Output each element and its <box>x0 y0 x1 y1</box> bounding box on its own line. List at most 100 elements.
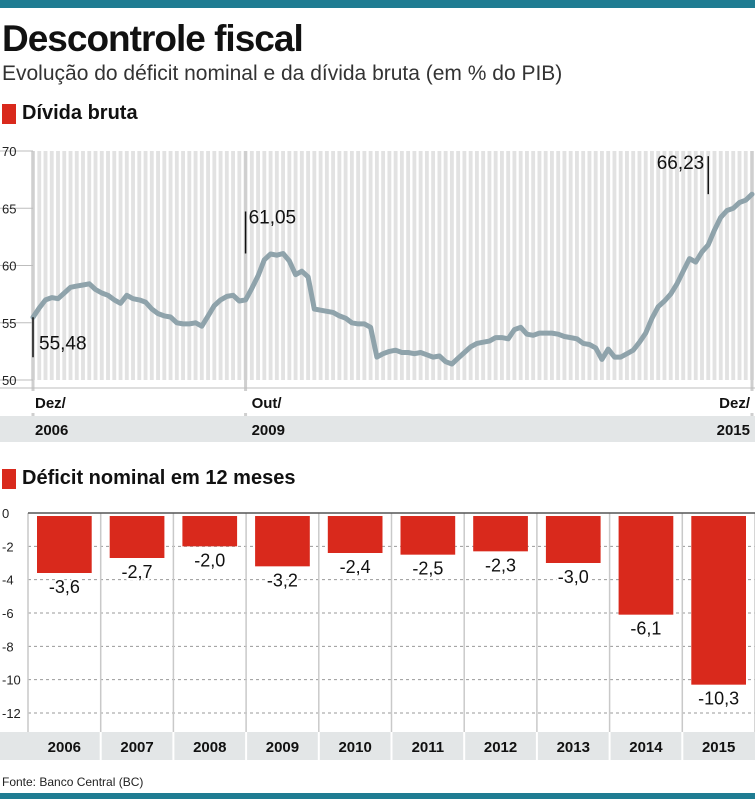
month-band <box>231 151 235 380</box>
y-tick-label: -8 <box>2 639 14 654</box>
month-band <box>437 151 442 380</box>
bar-2006 <box>37 516 92 573</box>
month-band <box>337 151 342 380</box>
month-band <box>456 151 461 380</box>
category-label: 2012 <box>484 739 517 756</box>
month-band <box>318 151 323 380</box>
month-band <box>725 151 729 380</box>
data-label: -2,5 <box>412 559 443 579</box>
month-band <box>468 151 473 380</box>
month-band <box>93 151 98 380</box>
month-band <box>56 151 60 380</box>
bar-2008 <box>182 516 238 547</box>
month-band <box>631 151 636 380</box>
month-band <box>743 151 748 380</box>
month-band <box>324 151 329 380</box>
month-band <box>343 151 348 380</box>
month-band <box>162 151 167 380</box>
y-tick-label: -10 <box>2 673 21 688</box>
data-label: -6,1 <box>630 619 661 639</box>
x-year-strip <box>0 416 755 442</box>
month-band <box>581 151 586 380</box>
month-band <box>399 151 404 380</box>
bar-2009 <box>255 516 310 567</box>
line-chart-debt: 50 55 60 65 70 55,48 61,05 66,23 Dez/2006 Out/200… <box>0 144 755 442</box>
month-band <box>462 151 467 380</box>
page-title: Descontrole fiscal <box>2 18 304 59</box>
month-band <box>106 151 110 380</box>
month-band <box>543 151 548 380</box>
month-band <box>693 151 698 380</box>
month-band <box>650 151 654 380</box>
month-band <box>393 151 398 380</box>
month-band <box>87 151 92 380</box>
section-divida-header: Dívida bruta <box>2 102 138 125</box>
month-band <box>662 151 667 380</box>
month-band <box>537 151 542 380</box>
month-band <box>199 151 204 380</box>
y-tick-label: 55 <box>2 316 16 331</box>
data-label: -3,6 <box>49 577 80 597</box>
bar-chart-deficit: 0 -2 -4 -6 -8 -10 -12 -3,6 -2,7 -2,0 -3,2 -2,4 -2,5 -… <box>0 506 755 760</box>
month-band <box>37 151 42 380</box>
month-band <box>656 151 661 380</box>
month-band <box>587 151 592 380</box>
month-band <box>493 151 498 380</box>
month-band <box>187 151 192 380</box>
bar-2011 <box>400 516 456 555</box>
month-band <box>687 151 692 380</box>
series-line-divida-bruta <box>30 191 755 367</box>
month-band <box>374 151 379 380</box>
month-band <box>737 151 742 380</box>
data-label: -2,3 <box>485 555 516 575</box>
month-band <box>218 151 223 380</box>
month-band <box>718 151 723 380</box>
month-band <box>731 151 736 380</box>
bottom-accent-bar <box>0 793 755 799</box>
month-band <box>206 151 210 380</box>
month-band <box>681 151 686 380</box>
month-band <box>118 151 123 380</box>
month-band <box>612 151 617 380</box>
month-band <box>62 151 67 380</box>
month-band <box>156 151 160 380</box>
month-band <box>193 151 198 380</box>
page-subtitle: Evolução do déficit nominal e da dívida … <box>2 62 563 85</box>
data-label: -2,7 <box>122 562 153 582</box>
month-band <box>249 151 254 380</box>
month-band <box>137 151 142 380</box>
month-band <box>112 151 117 380</box>
data-label: -3,0 <box>558 567 589 587</box>
category-strip <box>0 732 755 760</box>
month-band <box>268 151 273 380</box>
month-band <box>43 151 48 380</box>
category-label: 2011 <box>412 739 445 756</box>
month-band <box>675 151 679 380</box>
month-band <box>224 151 229 380</box>
month-band <box>531 151 536 380</box>
month-band <box>424 151 429 380</box>
month-band <box>618 151 623 380</box>
month-band <box>362 151 367 380</box>
month-band <box>387 151 392 380</box>
month-band <box>637 151 642 380</box>
month-band <box>131 151 135 380</box>
month-band <box>512 151 517 380</box>
annotation-label: 55,48 <box>39 333 87 354</box>
y-tick-label: 50 <box>2 373 16 388</box>
month-band <box>575 151 579 380</box>
y-tick-label: 60 <box>2 259 16 274</box>
month-band <box>443 151 448 380</box>
month-band <box>349 151 354 380</box>
month-band <box>293 151 298 380</box>
month-band <box>706 151 711 380</box>
month-band <box>99 151 104 380</box>
month-band <box>49 151 54 380</box>
legend-square-icon <box>2 103 16 124</box>
category-label: 2009 <box>266 739 299 756</box>
month-band <box>181 151 185 380</box>
month-band <box>524 151 529 380</box>
month-band <box>606 151 611 380</box>
month-band <box>331 151 336 380</box>
month-band <box>274 151 279 380</box>
